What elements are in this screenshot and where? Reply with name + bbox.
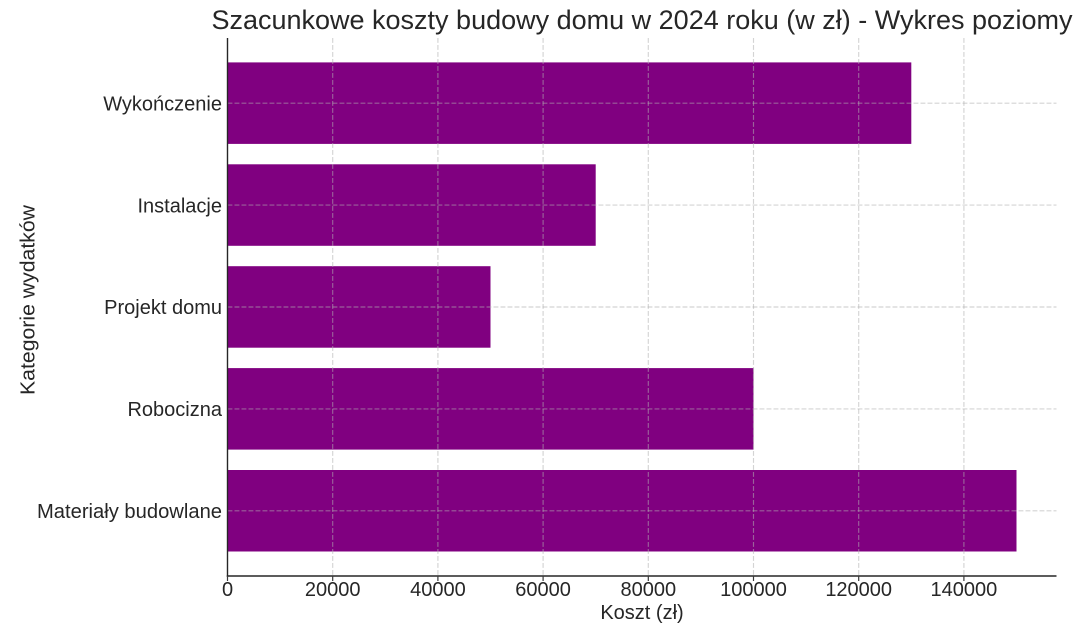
svg-text:Instalacje: Instalacje (138, 195, 223, 217)
svg-text:60000: 60000 (515, 579, 571, 601)
svg-text:20000: 20000 (305, 579, 361, 601)
svg-text:80000: 80000 (620, 579, 676, 601)
svg-text:Koszt (zł): Koszt (zł) (600, 602, 683, 624)
svg-text:Kategorie wydatków: Kategorie wydatków (18, 204, 40, 395)
svg-text:Szacunkowe koszty budowy domu: Szacunkowe koszty budowy domu w 2024 rok… (211, 5, 1073, 35)
svg-text:Wykończenie: Wykończenie (103, 93, 222, 115)
svg-text:Projekt domu: Projekt domu (104, 297, 222, 319)
svg-text:0: 0 (222, 579, 233, 601)
svg-text:100000: 100000 (720, 579, 787, 601)
svg-text:40000: 40000 (410, 579, 466, 601)
svg-text:Robocizna: Robocizna (127, 399, 222, 421)
svg-text:120000: 120000 (825, 579, 892, 601)
svg-text:140000: 140000 (931, 579, 998, 601)
svg-text:Materiały budowlane: Materiały budowlane (37, 501, 222, 523)
